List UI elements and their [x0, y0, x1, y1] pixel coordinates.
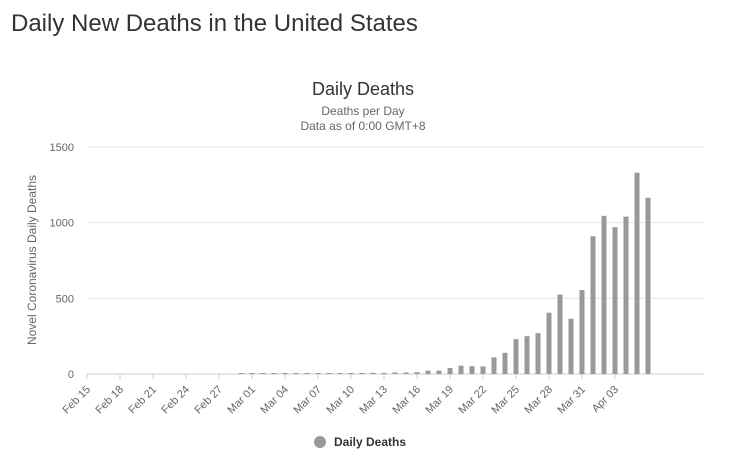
legend-label: Daily Deaths — [334, 435, 406, 449]
bar[interactable] — [392, 372, 398, 374]
bar[interactable] — [293, 373, 299, 374]
bar[interactable] — [557, 294, 563, 374]
bar[interactable] — [634, 172, 640, 374]
bar[interactable] — [458, 365, 464, 374]
bar[interactable] — [425, 370, 431, 374]
x-tick-label: Mar 22 — [456, 384, 489, 417]
bar[interactable] — [491, 357, 497, 374]
y-tick-label: 1000 — [50, 218, 74, 230]
bar[interactable] — [249, 373, 255, 374]
bar[interactable] — [260, 373, 266, 374]
x-tick-label: Apr 03 — [590, 384, 621, 415]
y-tick-label: 500 — [56, 293, 74, 305]
bar[interactable] — [348, 373, 354, 374]
legend[interactable]: Daily Deaths — [314, 435, 406, 449]
y-axis-title: Novel Coronavirus Daily Deaths — [25, 175, 39, 345]
x-tick-label: Mar 04 — [258, 384, 291, 417]
x-tick-label: Mar 16 — [390, 384, 423, 417]
bar[interactable] — [645, 197, 651, 374]
x-tick-label: Mar 07 — [291, 384, 324, 417]
x-tick-label: Feb 21 — [126, 384, 159, 417]
page-heading: Daily New Deaths in the United States — [11, 10, 418, 37]
legend-marker — [314, 436, 326, 448]
x-axis-ticks: Feb 15 Feb 18 Feb 21 Feb 24 Feb 27 Mar 01 Mar … — [60, 374, 621, 416]
x-tick-label: Feb 15 — [60, 384, 93, 417]
chart-title: Daily Deaths — [312, 79, 414, 99]
bar[interactable] — [590, 236, 596, 374]
bar[interactable] — [271, 373, 277, 374]
bar[interactable] — [535, 333, 541, 374]
x-tick-label: Feb 18 — [93, 384, 126, 417]
bars — [238, 172, 651, 374]
chart-subtitle-line-1: Deaths per Day — [321, 104, 404, 118]
bar[interactable] — [414, 372, 420, 374]
bar[interactable] — [612, 227, 618, 374]
bar[interactable] — [579, 290, 585, 374]
y-tick-label: 0 — [68, 369, 74, 381]
x-tick-label: Mar 25 — [489, 384, 522, 417]
x-tick-label: Mar 01 — [225, 384, 258, 417]
x-tick-label: Feb 24 — [159, 384, 192, 417]
x-tick-label: Mar 28 — [522, 384, 555, 417]
bar[interactable] — [447, 367, 453, 374]
bar[interactable] — [238, 373, 244, 374]
x-tick-label: Feb 27 — [192, 384, 225, 417]
bar[interactable] — [513, 339, 519, 374]
bar[interactable] — [337, 373, 343, 374]
bar[interactable] — [469, 366, 475, 374]
bar[interactable] — [502, 352, 508, 374]
bar[interactable] — [568, 318, 574, 374]
bar[interactable] — [436, 370, 442, 374]
y-tick-label: 1500 — [50, 142, 74, 154]
y-axis-ticks: 0 500 1000 1500 — [50, 142, 74, 381]
bar[interactable] — [480, 366, 486, 374]
bar[interactable] — [304, 373, 310, 374]
x-tick-label: Mar 13 — [357, 384, 390, 417]
bar[interactable] — [381, 372, 387, 374]
bar[interactable] — [370, 372, 376, 374]
gridlines — [87, 146, 704, 375]
bar[interactable] — [546, 312, 552, 374]
x-tick-label: Mar 31 — [555, 384, 588, 417]
x-tick-label: Mar 10 — [324, 384, 357, 417]
bar[interactable] — [315, 373, 321, 374]
bar[interactable] — [326, 373, 332, 374]
bar[interactable] — [403, 372, 409, 374]
x-tick-label: Mar 19 — [423, 384, 456, 417]
bar[interactable] — [524, 336, 530, 374]
bar[interactable] — [282, 373, 288, 374]
chart-subtitle-line-2: Data as of 0:00 GMT+8 — [300, 119, 425, 133]
bar[interactable] — [601, 215, 607, 374]
bar[interactable] — [359, 372, 365, 374]
bar[interactable] — [623, 216, 629, 374]
